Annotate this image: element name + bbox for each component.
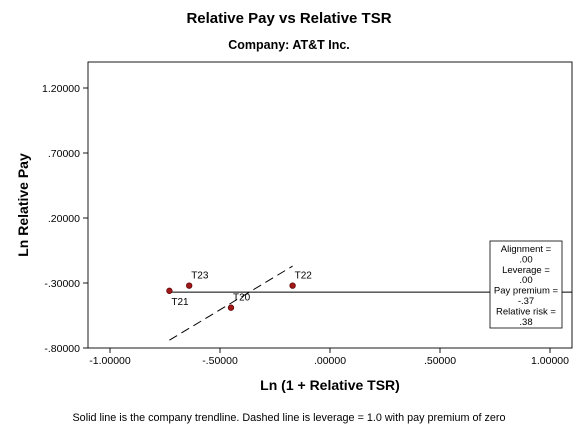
legend-box-frame — [489, 240, 563, 329]
legend-line: Relative risk = — [496, 306, 556, 317]
y-tick-label: .20000 — [48, 213, 80, 225]
y-tick-label: -.80000 — [44, 343, 80, 355]
legend-line: Alignment = — [501, 244, 552, 255]
data-point-label: T22 — [295, 271, 313, 282]
x-tick-label: .00000 — [314, 355, 346, 367]
legend-line: Leverage = — [502, 265, 550, 276]
data-points: T21 T23 T20 T22 — [166, 271, 313, 311]
data-point — [227, 304, 235, 311]
data-point-label: T23 — [191, 271, 209, 282]
data-point-label: T20 — [233, 293, 251, 304]
y-tick-label: 1.20000 — [42, 83, 80, 95]
footnote: Solid line is the company trendline. Das… — [72, 412, 505, 424]
x-axis-label: Ln (1 + Relative TSR) — [260, 377, 400, 393]
data-point — [186, 282, 193, 289]
x-tick-label: -1.00000 — [89, 355, 131, 367]
legend-line: .38 — [519, 317, 532, 328]
data-point — [289, 282, 296, 289]
y-tick-label: .70000 — [48, 148, 80, 160]
legend-line: .00 — [519, 254, 532, 265]
leverage-line — [169, 265, 293, 341]
chart-title: Relative Pay vs Relative TSR — [186, 10, 391, 27]
legend-line: Pay premium = — [494, 286, 559, 297]
legend-line: -.37 — [518, 296, 534, 307]
data-point — [166, 287, 173, 294]
y-axis-label: Ln Relative Pay — [15, 153, 31, 257]
data-point-label: T21 — [171, 297, 189, 308]
chart-subtitle: Company: AT&T Inc. — [228, 38, 350, 52]
x-tick-label: 1.00000 — [531, 355, 569, 367]
legend-line: .00 — [519, 275, 532, 286]
x-axis-ticks: -1.00000 -.50000 .00000 .50000 1.00000 — [89, 348, 569, 367]
x-tick-label: .50000 — [424, 355, 456, 367]
x-tick-label: -.50000 — [202, 355, 238, 367]
y-tick-label: -.30000 — [44, 278, 80, 290]
y-axis-ticks: 1.20000 .70000 .20000 -.30000 -.80000 — [42, 83, 88, 355]
